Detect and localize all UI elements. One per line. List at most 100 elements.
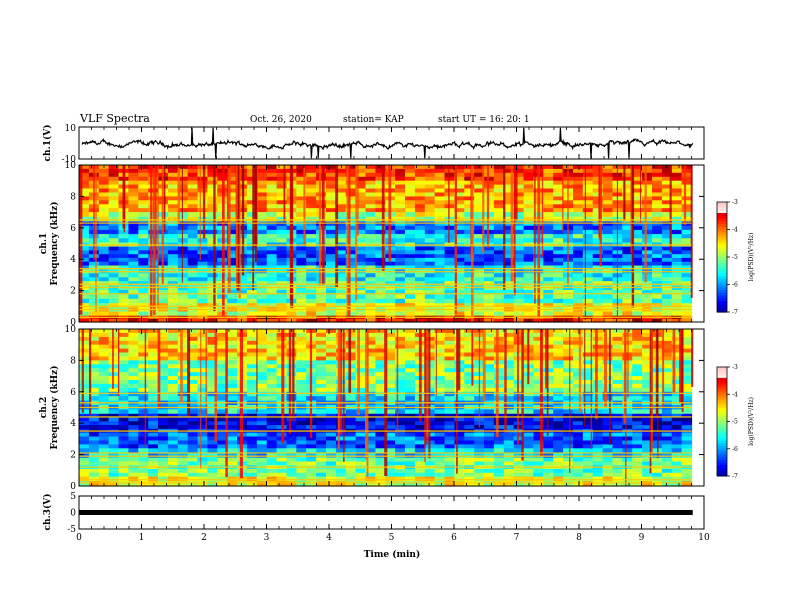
- spectrogram-cell: [335, 168, 347, 174]
- spectrogram-cell: [434, 396, 446, 402]
- spectrogram-cell: [375, 250, 386, 255]
- spectrogram-cell: [187, 172, 199, 178]
- spectrogram-cell: [316, 246, 327, 251]
- spectrogram-cell: [563, 356, 574, 361]
- spectrogram-cell: [187, 273, 199, 278]
- spectrogram-cell: [484, 413, 495, 419]
- spectrogram-cell: [632, 425, 643, 430]
- spectrogram-cell: [602, 294, 614, 300]
- spectrogram-cell: [582, 250, 594, 255]
- spectrogram-cell: [246, 277, 258, 282]
- spectrogram-cell: [266, 234, 278, 239]
- spectrogram-cell: [444, 204, 455, 209]
- spectrogram-cell: [493, 204, 505, 209]
- spectrogram-cell: [592, 212, 604, 218]
- spectrogram-cell: [197, 204, 208, 209]
- spectrogram-cell: [395, 265, 406, 270]
- spectrogram-cell: [573, 318, 584, 323]
- spectrogram-cell: [444, 417, 455, 422]
- spectrogram-cell: [148, 356, 159, 361]
- spectrogram-cell: [266, 461, 278, 466]
- spectrogram-cell: [661, 311, 673, 317]
- spectrogram-cell: [345, 265, 357, 270]
- spectrogram-cell: [563, 303, 574, 308]
- spectrogram-cell: [503, 208, 515, 213]
- spectrogram-cell: [573, 184, 584, 190]
- spectrogram-cell: [385, 329, 396, 334]
- spectrogram-cell: [612, 372, 623, 377]
- spectrogram-cell: [592, 332, 604, 338]
- spectrogram-cell: [464, 208, 475, 213]
- spectrogram-cell: [444, 318, 455, 323]
- spectrogram-cell: [138, 396, 149, 402]
- spectrogram-cell: [553, 298, 564, 304]
- sferic-streak: [471, 165, 474, 322]
- spectrogram-cell: [523, 176, 535, 182]
- spectrogram-cell: [79, 432, 90, 438]
- spectrogram-cell: [108, 188, 120, 193]
- spectrogram-cell: [573, 303, 584, 308]
- spectrogram-cell: [187, 448, 199, 454]
- spectrogram-cell: [316, 425, 327, 430]
- spectrogram-cell: [217, 444, 228, 449]
- spectrogram-cell: [405, 329, 416, 334]
- spectrogram-cell: [503, 192, 515, 197]
- spectrogram-cell: [395, 257, 406, 263]
- spectrogram-cell: [128, 457, 139, 463]
- spectrogram-cell: [563, 298, 574, 304]
- spectrogram-cell: [148, 391, 159, 397]
- spectrogram-cell: [316, 225, 327, 231]
- spectrogram-cell: [326, 364, 337, 369]
- spectrogram-cell: [227, 413, 238, 419]
- spectrogram-cell: [563, 469, 574, 474]
- spectrogram-cell: [642, 184, 653, 190]
- spectrogram-cell: [79, 180, 90, 186]
- spectrogram-cell: [108, 352, 120, 357]
- spectrogram-cell: [582, 352, 594, 357]
- spectrogram-cell: [306, 318, 317, 323]
- spectrogram-cell: [405, 440, 416, 445]
- spectrogram-cell: [207, 257, 218, 263]
- spectrogram-cell: [375, 261, 386, 267]
- spectrogram-cell: [632, 257, 643, 263]
- spectrogram-cell: [493, 200, 505, 205]
- spectrogram-cell: [88, 340, 100, 346]
- spectrogram-cell: [513, 229, 525, 235]
- spectrogram-cell: [138, 180, 149, 186]
- spectrogram-cell: [414, 172, 426, 178]
- spectrogram-cell: [671, 277, 683, 282]
- spectrogram-cell: [632, 273, 643, 278]
- spectrogram-cell: [217, 372, 228, 377]
- spectrogram-cell: [602, 368, 614, 373]
- spectrogram-cell: [513, 368, 525, 373]
- spectrogram-cell: [474, 432, 485, 438]
- spectrogram-cell: [177, 368, 189, 373]
- spectrogram-cell: [395, 303, 406, 308]
- spectrogram-cell: [414, 425, 426, 430]
- spectrogram-cell: [671, 413, 683, 419]
- spectrogram-cell: [671, 221, 683, 227]
- spectrogram-cell: [484, 208, 495, 213]
- spectrogram-cell: [345, 234, 357, 239]
- spectrogram-cell: [602, 380, 614, 385]
- spectrogram-cell: [493, 344, 505, 350]
- spectrogram-cell: [118, 332, 129, 338]
- spectrogram-cell: [622, 192, 633, 197]
- spectrogram-cell: [543, 192, 554, 197]
- spectrogram-cell: [148, 329, 159, 334]
- spectrogram-cell: [385, 303, 396, 308]
- spectrogram-cell: [523, 294, 535, 300]
- spectrogram-cell: [434, 348, 446, 354]
- spectrogram-cell: [227, 225, 238, 231]
- spectrogram-cell: [464, 352, 475, 357]
- spectrogram-cell: [217, 396, 228, 402]
- spectrogram-cell: [306, 165, 317, 170]
- spectrogram-cell: [513, 380, 525, 385]
- spectrogram-cell: [612, 348, 623, 354]
- spectrogram-cell: [385, 332, 396, 338]
- spectrogram-cell: [326, 472, 337, 478]
- spectrogram-cell: [207, 238, 218, 244]
- spectrogram-cell: [118, 444, 129, 449]
- spectrogram-cell: [375, 396, 386, 402]
